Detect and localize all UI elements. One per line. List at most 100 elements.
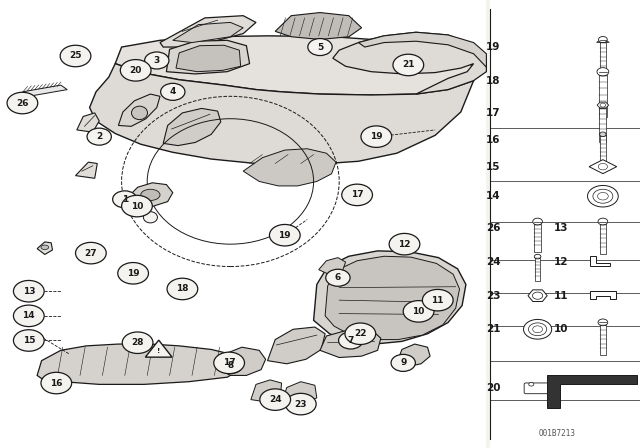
Text: 19: 19 <box>486 42 500 52</box>
Text: 3: 3 <box>154 56 160 65</box>
Text: 10: 10 <box>554 324 568 334</box>
Text: 5: 5 <box>317 43 323 52</box>
Polygon shape <box>534 224 541 252</box>
Polygon shape <box>22 85 67 96</box>
Circle shape <box>422 289 453 311</box>
Circle shape <box>76 242 106 264</box>
Text: 16: 16 <box>50 379 63 388</box>
FancyBboxPatch shape <box>524 383 551 394</box>
Ellipse shape <box>143 211 157 223</box>
Text: 2: 2 <box>96 132 102 141</box>
Text: 17: 17 <box>351 190 364 199</box>
Polygon shape <box>597 102 609 108</box>
Polygon shape <box>118 94 160 126</box>
Polygon shape <box>0 0 486 448</box>
Circle shape <box>13 330 44 351</box>
Circle shape <box>529 383 534 386</box>
Polygon shape <box>37 242 52 254</box>
Polygon shape <box>600 224 606 254</box>
Circle shape <box>532 218 543 225</box>
Text: 10: 10 <box>412 307 425 316</box>
Text: 10: 10 <box>131 202 143 211</box>
Text: 6: 6 <box>335 273 341 282</box>
Circle shape <box>326 269 350 286</box>
Polygon shape <box>268 327 325 364</box>
Polygon shape <box>76 162 97 178</box>
Polygon shape <box>333 32 486 94</box>
Circle shape <box>122 332 153 353</box>
Polygon shape <box>275 13 362 39</box>
Text: 16: 16 <box>486 135 500 145</box>
Text: 23: 23 <box>486 291 500 301</box>
Polygon shape <box>22 97 28 99</box>
Circle shape <box>598 193 608 200</box>
Circle shape <box>600 132 606 137</box>
Text: 28: 28 <box>131 338 144 347</box>
Text: 11: 11 <box>554 291 568 301</box>
Text: 19: 19 <box>127 269 140 278</box>
Polygon shape <box>397 344 430 366</box>
Polygon shape <box>590 291 616 299</box>
Text: 1: 1 <box>122 195 128 204</box>
Polygon shape <box>600 43 606 73</box>
Polygon shape <box>599 74 607 117</box>
Circle shape <box>269 224 300 246</box>
Polygon shape <box>77 113 99 132</box>
Polygon shape <box>160 16 256 47</box>
Polygon shape <box>490 0 640 448</box>
Circle shape <box>161 83 185 100</box>
Text: 21: 21 <box>402 60 415 69</box>
Polygon shape <box>325 256 460 340</box>
Circle shape <box>342 184 372 206</box>
Polygon shape <box>319 258 346 276</box>
Circle shape <box>593 189 613 203</box>
Circle shape <box>345 323 376 345</box>
Polygon shape <box>166 40 250 74</box>
Text: 17: 17 <box>486 108 500 118</box>
Circle shape <box>13 305 44 327</box>
Text: O01B7213: O01B7213 <box>538 429 575 438</box>
Circle shape <box>122 195 152 217</box>
Circle shape <box>214 352 244 374</box>
Text: 22: 22 <box>354 329 367 338</box>
Circle shape <box>391 354 415 371</box>
Circle shape <box>598 319 608 326</box>
Ellipse shape <box>132 106 148 120</box>
Polygon shape <box>145 340 172 357</box>
Circle shape <box>600 103 605 107</box>
Polygon shape <box>90 64 474 165</box>
Text: 15: 15 <box>22 336 35 345</box>
Circle shape <box>588 185 618 207</box>
Circle shape <box>597 68 609 76</box>
Circle shape <box>145 52 169 69</box>
Text: 11: 11 <box>431 296 444 305</box>
Polygon shape <box>320 329 381 358</box>
Circle shape <box>389 233 420 255</box>
Circle shape <box>41 372 72 394</box>
Polygon shape <box>163 108 221 146</box>
Ellipse shape <box>141 189 160 201</box>
Circle shape <box>113 191 137 208</box>
Text: 9: 9 <box>400 358 406 367</box>
Polygon shape <box>37 344 242 384</box>
Text: 12: 12 <box>398 240 411 249</box>
Text: 15: 15 <box>486 162 500 172</box>
Text: 19: 19 <box>278 231 291 240</box>
Polygon shape <box>596 40 609 43</box>
Polygon shape <box>173 22 243 43</box>
Text: 13: 13 <box>22 287 35 296</box>
Polygon shape <box>218 347 266 375</box>
Circle shape <box>285 393 316 415</box>
Text: 24: 24 <box>269 395 282 404</box>
Circle shape <box>260 389 291 410</box>
Text: 14: 14 <box>486 191 500 201</box>
Circle shape <box>524 319 552 339</box>
Text: 18: 18 <box>176 284 189 293</box>
Circle shape <box>534 254 541 259</box>
Text: 24: 24 <box>486 257 500 267</box>
Text: 13: 13 <box>554 224 568 233</box>
Polygon shape <box>128 183 173 206</box>
Circle shape <box>87 128 111 145</box>
Text: !: ! <box>157 348 161 354</box>
Text: 18: 18 <box>486 76 500 86</box>
